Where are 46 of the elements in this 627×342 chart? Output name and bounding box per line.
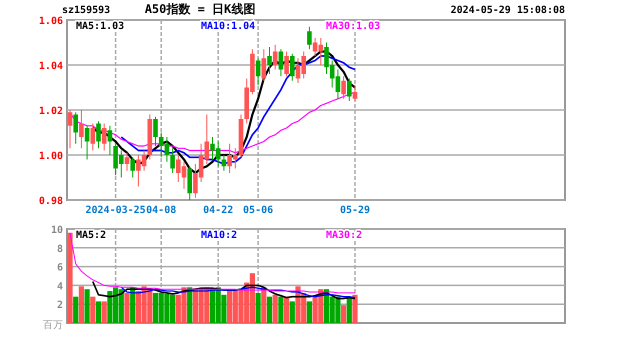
text: sz159593 [62,5,110,16]
text: MA10:1.04 [201,21,256,32]
y-tick-label: 1.04 [38,61,63,72]
text: MA30:1.03 [326,21,380,32]
bar [272,294,278,323]
y-tick-label: 0.98 [38,196,63,207]
x-tick-label: 05-06 [243,205,274,216]
line-series [92,280,356,300]
bar [256,292,261,323]
bar [73,296,78,323]
text: MA30:2 [326,230,362,241]
x-tick-label: 04-08 [146,205,176,216]
x-tick-label: 05-29 [340,205,370,216]
bar [102,301,107,323]
y-tick-label: 1.06 [38,16,63,27]
text: MA5:1.03 [76,21,124,32]
text: 2024-05-29 15:08:08 [450,5,565,16]
bar [341,305,346,323]
y-tick-label: 8 [56,244,63,255]
bar [266,296,272,323]
y-tick-label: 2 [56,300,63,312]
chart-title: A50指数 = 日K线图 [144,2,256,16]
bar [78,286,84,323]
y-axis-title: 百万 [43,320,63,331]
bar [90,296,96,323]
bar [96,301,102,323]
bar [84,289,90,323]
bar [352,294,358,323]
y-tick-label: 1.02 [38,106,63,117]
bar [261,287,266,323]
bar [306,301,312,323]
x-tick-label: 2024-03-25 [85,205,146,216]
bar [67,232,73,323]
y-tick-label: 4 [56,281,63,292]
x-tick-label: 04-22 [203,205,234,216]
bar [290,301,295,323]
bar [278,296,284,323]
text: MA5:2 [76,230,106,241]
bar [346,296,352,323]
y-tick-label: 10 [50,225,63,236]
line-series [120,286,356,298]
bar [284,296,290,323]
y-tick-label: 1.00 [38,151,63,162]
y-tick-label: 6 [56,262,63,274]
bar [124,292,130,323]
text: MA10:2 [201,230,238,241]
